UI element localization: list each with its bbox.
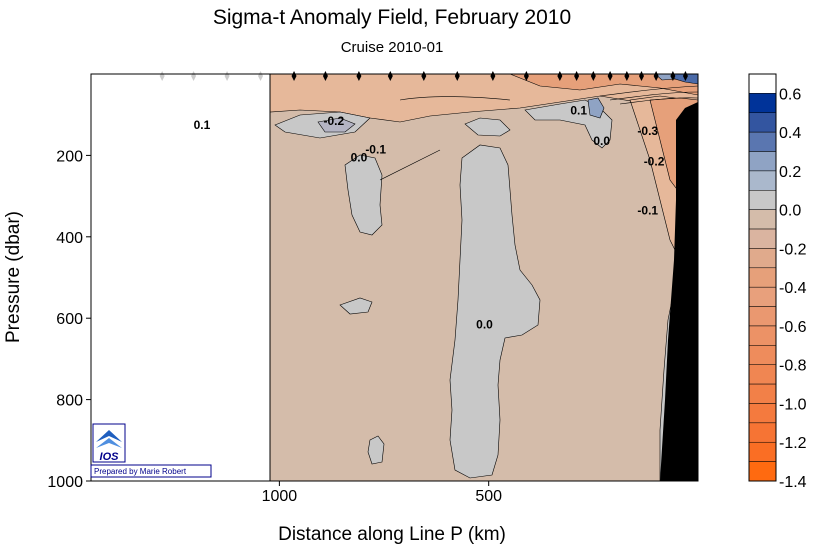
colorbar-label: 0.0 bbox=[779, 203, 801, 220]
logo-wave-icon bbox=[96, 438, 122, 448]
colorbar: 0.6 0.4 0.2 0.0 -0.2 -0.4 -0.6 -0.8 -1.0 -1.2 -1.4 bbox=[748, 73, 807, 491]
colorbar-swatch bbox=[748, 73, 777, 94]
contour-label: 0.1 bbox=[570, 104, 587, 118]
contour-label: -0.1 bbox=[365, 142, 386, 156]
colorbar-label: -1.0 bbox=[779, 396, 807, 413]
contour-label: -0.2 bbox=[644, 155, 665, 169]
contour-label: 0.0 bbox=[476, 317, 493, 331]
contour-label: -0.1 bbox=[637, 203, 658, 217]
bathymetry bbox=[660, 102, 698, 481]
colorbar-label: 0.6 bbox=[779, 86, 801, 103]
y-tick-label: 600 bbox=[56, 311, 83, 328]
contour-label: -0.2 bbox=[323, 114, 344, 128]
colorbar-label: -1.2 bbox=[779, 435, 807, 452]
credit-text: Prepared by Marie Robert bbox=[94, 467, 187, 476]
y-tick-label: 1000 bbox=[47, 474, 83, 491]
contour-line bbox=[619, 97, 698, 105]
y-tick-label: 800 bbox=[56, 393, 83, 410]
y-axis: 200 400 600 800 1000 bbox=[47, 148, 91, 491]
colorbar-swatch bbox=[748, 403, 777, 424]
colorbar-swatch bbox=[748, 345, 777, 365]
colorbar-swatch bbox=[748, 267, 777, 288]
field-zero-central bbox=[449, 144, 541, 479]
colorbar-frame bbox=[748, 73, 777, 482]
colorbar-swatch bbox=[748, 151, 777, 172]
colorbar-label: -0.8 bbox=[779, 358, 807, 375]
colorbar-label: -0.6 bbox=[779, 319, 807, 336]
colorbar-swatch bbox=[748, 306, 777, 327]
contour-fill bbox=[269, 74, 698, 481]
field-positive-coastal-edge bbox=[654, 74, 676, 81]
chart-title: Sigma-t Anomaly Field, February 2010 bbox=[213, 6, 571, 29]
x-tick-label: 1000 bbox=[262, 488, 298, 505]
colorbar-label: 0.4 bbox=[779, 125, 801, 142]
contour-line bbox=[379, 149, 441, 181]
ios-logo: IOS bbox=[92, 423, 126, 463]
x-tick-label: 500 bbox=[475, 488, 502, 505]
colorbar-label: -1.4 bbox=[779, 474, 807, 491]
contour-line bbox=[399, 96, 511, 101]
logo-text: IOS bbox=[100, 451, 120, 463]
field-zero-deep-patch bbox=[367, 435, 385, 465]
colorbar-swatch bbox=[748, 228, 777, 249]
logo-wave-icon bbox=[96, 430, 122, 442]
chart-subtitle: Cruise 2010-01 bbox=[341, 39, 444, 56]
y-tick-label: 200 bbox=[56, 148, 83, 165]
colorbar-swatch bbox=[748, 170, 777, 191]
colorbar-label: -0.4 bbox=[779, 280, 807, 297]
colorbar-swatch bbox=[748, 248, 777, 269]
colorbar-swatch bbox=[748, 131, 777, 152]
contour-label: 0.0 bbox=[593, 134, 610, 148]
field-positive-east bbox=[587, 97, 605, 119]
colorbar-swatch bbox=[748, 422, 777, 443]
field-zero-upper-central bbox=[464, 117, 511, 137]
colorbar-swatch bbox=[748, 93, 777, 114]
colorbar-swatch bbox=[748, 112, 777, 133]
colorbar-swatch bbox=[748, 364, 777, 385]
field-zero-small-patch bbox=[339, 297, 373, 315]
colorbar-swatch bbox=[748, 383, 777, 404]
plot-frame bbox=[90, 73, 699, 482]
colorbar-swatch bbox=[748, 461, 777, 482]
plot-area: 0.1 -0.20.0-0.10.10.0-0.3-0.2-0.10.0 bbox=[90, 71, 699, 482]
contour-line bbox=[599, 85, 698, 97]
colorbar-swatch bbox=[748, 441, 777, 462]
y-tick-label: 400 bbox=[56, 230, 83, 247]
contour-label: 0.0 bbox=[351, 151, 368, 165]
field-positive-west bbox=[317, 117, 356, 133]
contour-label: 0.1 bbox=[194, 118, 211, 132]
contour-labels: 0.1 -0.20.0-0.10.10.0-0.3-0.2-0.10.0 bbox=[194, 104, 665, 332]
x-axis: 1000 500 bbox=[262, 481, 502, 505]
field-zero-west bbox=[344, 154, 383, 236]
colorbar-swatch bbox=[748, 286, 777, 307]
colorbar-swatch bbox=[748, 325, 777, 346]
contour-line bbox=[609, 91, 698, 101]
colorbar-label: -0.2 bbox=[779, 241, 807, 258]
credit-box bbox=[90, 464, 212, 478]
x-axis-label: Distance along Line P (km) bbox=[278, 524, 506, 545]
colorbar-swatch bbox=[748, 190, 777, 210]
colorbar-swatch bbox=[748, 209, 777, 230]
y-axis-label: Pressure (dbar) bbox=[3, 211, 24, 343]
contour-label: -0.3 bbox=[637, 124, 658, 138]
colorbar-label: 0.2 bbox=[779, 164, 801, 181]
field-negative-surface-strong bbox=[509, 74, 698, 96]
